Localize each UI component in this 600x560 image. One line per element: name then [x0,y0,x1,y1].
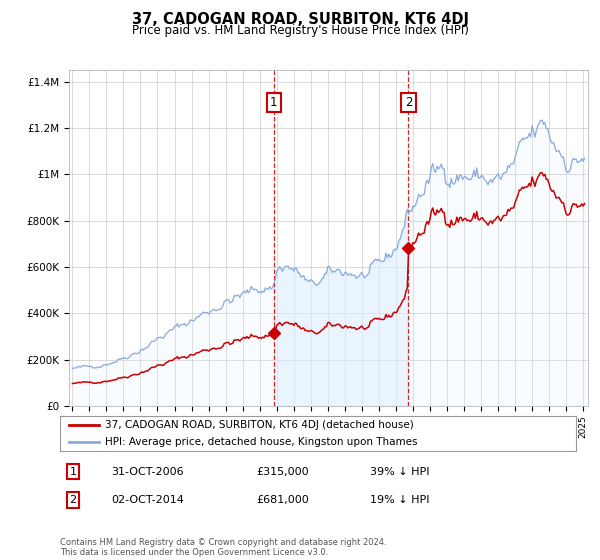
Text: 2: 2 [405,96,412,109]
Text: 1: 1 [70,466,76,477]
Text: 39% ↓ HPI: 39% ↓ HPI [370,466,429,477]
Text: 02-OCT-2014: 02-OCT-2014 [112,495,184,505]
Text: 37, CADOGAN ROAD, SURBITON, KT6 4DJ (detached house): 37, CADOGAN ROAD, SURBITON, KT6 4DJ (det… [106,420,414,430]
Text: 37, CADOGAN ROAD, SURBITON, KT6 4DJ: 37, CADOGAN ROAD, SURBITON, KT6 4DJ [131,12,469,27]
Text: 31-OCT-2006: 31-OCT-2006 [112,466,184,477]
Text: 2: 2 [70,495,76,505]
Text: £681,000: £681,000 [256,495,309,505]
Text: 1: 1 [270,96,278,109]
Text: 19% ↓ HPI: 19% ↓ HPI [370,495,429,505]
Text: £315,000: £315,000 [256,466,309,477]
Text: HPI: Average price, detached house, Kingston upon Thames: HPI: Average price, detached house, King… [106,437,418,447]
Text: Contains HM Land Registry data © Crown copyright and database right 2024.
This d: Contains HM Land Registry data © Crown c… [60,538,386,557]
Text: Price paid vs. HM Land Registry's House Price Index (HPI): Price paid vs. HM Land Registry's House … [131,24,469,36]
